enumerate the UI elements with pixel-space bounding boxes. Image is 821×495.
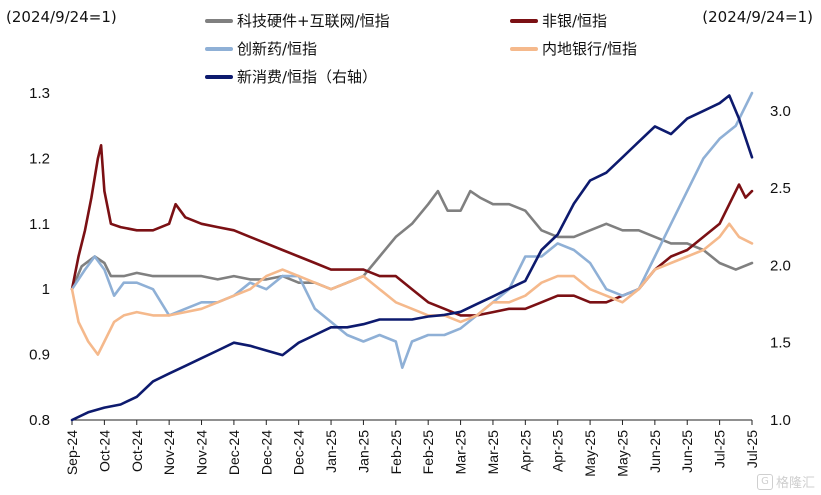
left-tick-label: 0.9 <box>29 347 50 364</box>
legend-label-tech-internet: 科技硬件+互联网/恒指 <box>237 12 390 30</box>
x-tick-label: Oct-24 <box>96 430 112 472</box>
x-tick-label: Jan-25 <box>355 430 371 473</box>
legend-label-mainland-bank: 内地银行/恒指 <box>542 40 638 58</box>
watermark-logo: G 格隆汇 <box>756 472 815 491</box>
left-tick-label: 1.1 <box>29 216 50 233</box>
legend-swatch-mainland-bank <box>510 46 538 51</box>
right-tick-label: 1.5 <box>770 335 791 352</box>
x-tick-label: Apr-25 <box>517 430 533 472</box>
x-tick-label: Feb-25 <box>420 430 436 475</box>
legend-item-innovative-drug: 创新药/恒指 <box>205 38 317 59</box>
legend-swatch-innovative-drug <box>205 46 233 51</box>
left-tick-label: 0.8 <box>29 412 50 429</box>
left-tick-label: 1 <box>42 281 50 298</box>
watermark-text: 格隆汇 <box>775 476 815 491</box>
x-tick-label: May-25 <box>614 430 630 477</box>
x-tick-label: Mar-25 <box>453 430 469 475</box>
legend-swatch-nonbank <box>510 18 538 23</box>
legend-item-nonbank: 非银/恒指 <box>510 10 607 31</box>
series-lines <box>70 91 754 422</box>
legend-swatch-tech-internet <box>205 18 233 23</box>
series-line-3 <box>70 222 754 356</box>
legend-label-innovative-drug: 创新药/恒指 <box>237 40 318 58</box>
x-tick-label: Oct-24 <box>129 430 145 472</box>
left-tick-label: 1.2 <box>29 150 50 167</box>
right-tick-label: 2.5 <box>770 180 791 197</box>
legend-item-mainland-bank: 内地银行/恒指 <box>510 38 637 59</box>
series-line-4 <box>70 94 754 422</box>
left-axis-unit-label: (2024/9/24=1) <box>6 8 117 26</box>
x-tick-label: Nov-24 <box>161 430 177 475</box>
x-tick-label: Jul-25 <box>712 430 728 468</box>
x-tick-label: Dec-24 <box>226 430 242 475</box>
x-tick-label: Dec-24 <box>291 430 307 475</box>
left-tick-label: 1.3 <box>29 85 50 102</box>
x-tick-label: Jan-25 <box>323 430 339 473</box>
watermark-icon: G <box>756 473 773 490</box>
legend-label-nonbank: 非银/恒指 <box>542 12 608 30</box>
x-tick-label: Dec-24 <box>258 430 274 475</box>
x-tick-label: Feb-25 <box>388 430 404 475</box>
right-axis-unit-label: (2024/9/24=1) <box>702 8 813 26</box>
x-tick-label: Sep-24 <box>64 430 80 475</box>
x-tick-label: Jun-25 <box>647 430 663 473</box>
x-tick-label: Jul-25 <box>744 430 760 468</box>
legend-item-tech-internet: 科技硬件+互联网/恒指 <box>205 10 390 31</box>
x-tick-label: May-25 <box>582 430 598 477</box>
x-tick-label: Nov-24 <box>194 430 210 475</box>
x-tick-label: Jun-25 <box>679 430 695 473</box>
x-tick-label: Apr-25 <box>550 430 566 472</box>
series-line-0 <box>70 189 754 291</box>
legend-swatch-new-consumption <box>205 74 233 79</box>
right-tick-label: 1.0 <box>770 412 791 429</box>
legend-item-new-consumption: 新消费/恒指（右轴） <box>205 66 377 87</box>
right-tick-label: 2.0 <box>770 257 791 274</box>
legend-label-new-consumption: 新消费/恒指（右轴） <box>237 68 378 86</box>
right-tick-label: 3.0 <box>770 103 791 120</box>
series-line-2 <box>70 91 754 369</box>
series-line-1 <box>70 144 754 317</box>
left-y-axis: 0.8 0.9 1 1.1 1.2 1.3 <box>29 85 50 429</box>
x-tick-label: Mar-25 <box>485 430 501 475</box>
x-axis: Sep-24 Oct-24 Oct-24 Nov-24 Nov-24 Dec-24 Dec-… <box>64 419 760 477</box>
right-y-axis: 1.0 1.5 2.0 2.5 3.0 <box>770 103 791 429</box>
